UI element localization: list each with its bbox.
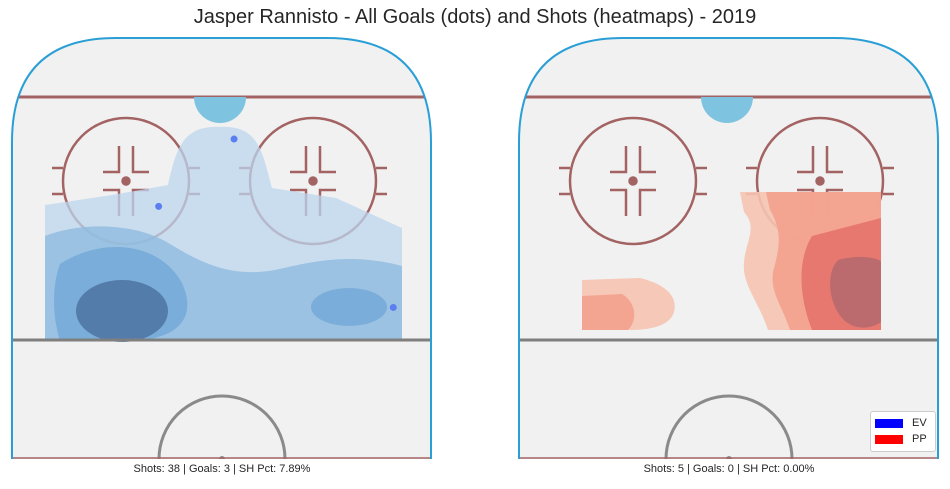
goal-dot — [155, 202, 163, 210]
legend-label-pp: PP — [912, 433, 927, 445]
heatmap-layer-4 — [830, 256, 881, 328]
heatmap-layer-2 — [582, 294, 635, 330]
goal-dot — [230, 135, 238, 143]
stats-caption-ev: Shots: 38 | Goals: 3 | SH Pct: 7.89% — [133, 463, 311, 475]
faceoff-circle-left — [559, 116, 707, 246]
goal-dots-ev — [155, 135, 397, 311]
rink-panel-pp — [518, 37, 939, 459]
goal-crease — [194, 97, 246, 123]
heatmap-layer-4 — [76, 280, 168, 342]
stats-caption-pp: Shots: 5 | Goals: 0 | SH Pct: 0.00% — [643, 463, 815, 475]
rink-surface — [519, 38, 938, 459]
center-faceoff-circle — [664, 394, 794, 459]
chart-title: Jasper Rannisto - All Goals (dots) and S… — [193, 6, 757, 28]
heatmap-layer-3b — [311, 288, 387, 326]
legend-swatch-pp — [875, 435, 903, 444]
legend-label-ev: EV — [912, 417, 927, 429]
center-faceoff-dot — [219, 456, 225, 459]
goal-dot — [389, 303, 397, 311]
goal-crease — [701, 97, 753, 123]
center-faceoff-circle — [157, 394, 287, 459]
center-faceoff-dot — [726, 456, 732, 459]
legend: EV PP — [870, 411, 936, 452]
rink-boards — [518, 37, 939, 459]
rink-panel-ev — [11, 37, 432, 459]
rink-boards — [11, 37, 432, 459]
legend-swatch-ev — [875, 419, 903, 428]
